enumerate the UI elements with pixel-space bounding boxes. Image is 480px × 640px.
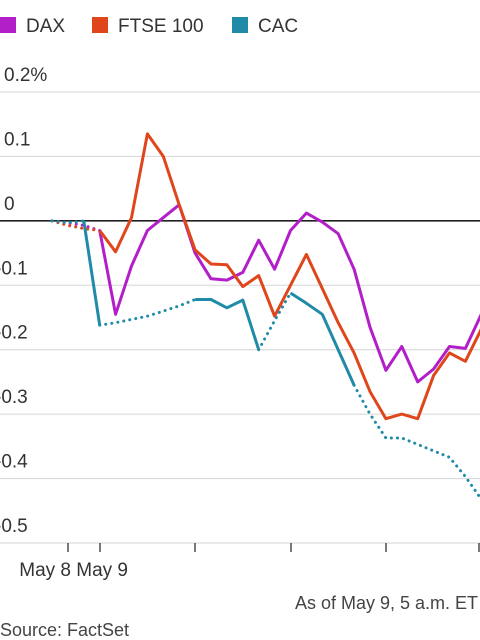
legend-swatch-ftse-100 [92, 17, 108, 33]
x-tick-label: May 8 [19, 560, 71, 581]
legend-label-cac: CAC [258, 16, 298, 37]
x-tick-label: May 9 [76, 560, 128, 581]
source-note: Source: FactSet [0, 620, 129, 640]
y-tick-label: -0.2 [0, 323, 28, 344]
series-line-cac [289, 291, 356, 386]
y-tick-label: 0.1 [4, 129, 30, 150]
series-line-ftse-100-dotted [50, 219, 102, 232]
series-line-ftse-100 [98, 132, 480, 421]
y-tick-label: -0.5 [0, 516, 28, 537]
series-line-cac [82, 220, 102, 326]
y-tick-label: 0 [4, 194, 15, 215]
legend-label-ftse-100: FTSE 100 [118, 16, 204, 37]
series-lines [50, 132, 480, 500]
y-tick-label: 0.2% [4, 65, 47, 86]
y-tick-label: -0.1 [0, 258, 28, 279]
legend-swatch-cac [232, 17, 248, 33]
series-line-cac-dotted [98, 298, 197, 327]
series-line-dax [98, 203, 480, 384]
y-tick-label: -0.4 [0, 452, 28, 473]
as-of-note: As of May 9, 5 a.m. ET [295, 593, 478, 613]
grid-lines [0, 91, 480, 544]
series-line-cac-dotted [257, 291, 292, 352]
legend-label-dax: DAX [26, 16, 65, 37]
x-axis: May 8 May 9 [19, 543, 480, 581]
series-line-cac-dotted [50, 219, 86, 225]
series-line-cac [195, 298, 261, 351]
legend: DAX FTSE 100 CAC [0, 16, 298, 37]
y-axis-ticks: 0.2% 0.1 0 -0.1 -0.2 -0.3 -0.4 -0.5 [0, 65, 47, 537]
y-tick-label: -0.3 [0, 387, 28, 408]
series-line-cac-dotted [352, 383, 480, 500]
series-line-dax-dotted [50, 219, 102, 232]
legend-swatch-dax [0, 17, 16, 33]
